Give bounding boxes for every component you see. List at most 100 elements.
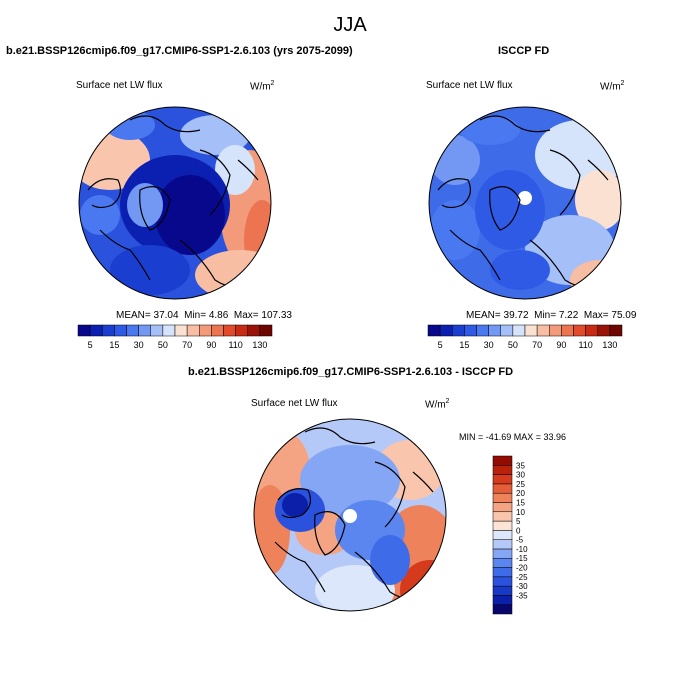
model-colorbar-swatch [211,324,224,337]
model-colorbar-swatch [199,324,212,337]
obs-colorbar-swatch [573,324,586,337]
diff-colorbar-swatch [492,502,513,513]
model-colorbar-swatch [174,324,188,337]
obs-colorbar-tick-label: 50 [508,340,518,350]
model-colorbar-swatch [247,324,261,337]
obs-colorbar-tick-label: 70 [532,340,542,350]
model-colorbar-tick-label: 90 [206,340,216,350]
obs-colorbar-tick-label: 5 [438,340,443,350]
model-colorbar-swatch [150,324,164,337]
obs-colorbar-swatch [524,324,538,337]
model-stats: MEAN= 37.04 Min= 4.86 Max= 107.33 [116,310,292,321]
diff-units-label: W/m2 [425,398,450,411]
obs-units-label: W/m2 [600,80,625,93]
model-polar-map [78,106,272,300]
obs-colorbar-swatch [464,324,477,337]
model-colorbar-tick-label: 50 [158,340,168,350]
obs-colorbar-swatch [488,324,501,337]
diff-colorbar-tick-label: -20 [516,564,528,573]
obs-colorbar-tick-label: 30 [484,340,494,350]
model-colorbar-swatch [126,324,139,337]
diff-field-label: Surface net LW flux [251,398,338,409]
model-field-label: Surface net LW flux [76,80,163,91]
model-colorbar-tick-label: 30 [134,340,144,350]
diff-colorbar-swatch [492,576,513,587]
obs-panel-title: ISCCP FD [498,45,550,57]
diff-panel-title: b.e21.BSSP126cmip6.f09_g17.CMIP6-SSP1-2.… [188,366,514,378]
diff-colorbar-tick-label: -5 [516,536,524,545]
diff-colorbar-tick-label: 35 [516,461,525,470]
obs-colorbar-swatch [452,324,465,337]
diff-colorbar-tick-label: 25 [516,480,525,489]
diff-colorbar-swatch [492,520,513,531]
model-units-label: W/m2 [250,80,275,93]
diff-colorbar-tick-label: 10 [516,508,525,517]
diff-colorbar-tick-label: -10 [516,545,528,554]
model-colorbar-tick-label: 110 [228,340,242,350]
model-colorbar: 5 15 30 50 70 90 110 130 [77,324,273,350]
diff-stats: MIN = -41.69 MAX = 33.96 [459,432,567,442]
diff-missing-pole [343,509,357,523]
obs-colorbar-swatch [609,324,623,337]
diff-colorbar-swatch [492,455,513,466]
obs-field-label: Surface net LW flux [426,80,513,91]
model-panel-title: b.e21.BSSP126cmip6.f09_g17.CMIP6-SSP1-2.… [6,45,353,57]
obs-colorbar-swatch [439,324,453,337]
obs-colorbar-swatch [549,324,562,337]
model-colorbar-swatch [114,324,127,337]
diff-colorbar-swatch [492,483,513,494]
diff-colorbar-tick-label: 0 [516,526,521,535]
diff-colorbar-tick-label: -15 [516,554,528,563]
obs-polar-map [428,106,622,300]
obs-colorbar-tick-label: 90 [556,340,566,350]
diff-colorbar-tick-label: 30 [516,471,525,480]
model-colorbar-swatch [186,324,200,337]
model-colorbar-tick-label: 5 [88,340,93,350]
model-colorbar-swatch [235,324,248,337]
obs-colorbar: 5 15 30 50 70 90 110 130 [427,324,623,350]
obs-colorbar-swatch [512,324,526,337]
diff-colorbar-tick-label: -30 [516,582,528,591]
diff-colorbar-tick-label: -35 [516,591,528,600]
obs-colorbar-swatch [476,324,489,337]
model-colorbar-swatch [89,324,103,337]
diff-colorbar-swatch [492,548,513,559]
diff-colorbar-swatch [492,567,513,578]
model-colorbar-swatch [77,324,91,337]
diff-colorbar-swatch [492,465,513,475]
model-colorbar-tick-label: 15 [109,340,119,350]
diff-colorbar-tick-label: 5 [516,517,521,526]
obs-colorbar-swatch [536,324,550,337]
season-title: JJA [333,14,367,36]
diff-colorbar-tick-label: 15 [516,498,525,507]
diff-colorbar-swatch [492,492,513,503]
diff-colorbar-swatch [492,539,513,550]
diff-colorbar-swatch [492,585,513,596]
model-colorbar-tick-label: 130 [252,340,267,350]
diff-colorbar-tick-label: 20 [516,489,525,498]
model-colorbar-swatch [102,324,115,337]
diff-colorbar-swatch [492,474,513,485]
obs-colorbar-swatch [585,324,598,337]
obs-colorbar-swatch [561,324,574,337]
obs-colorbar-tick-label: 130 [602,340,617,350]
model-colorbar-swatch [223,324,236,337]
obs-colorbar-tick-label: 110 [578,340,592,350]
diff-polar-map [253,418,447,612]
diff-colorbar-swatch [492,530,513,540]
diff-colorbar-tick-label: -25 [516,573,528,582]
diff-colorbar-swatch [492,604,513,615]
model-colorbar-swatch [162,324,176,337]
diff-colorbar-swatch [492,511,513,522]
model-colorbar-tick-label: 70 [182,340,192,350]
obs-colorbar-swatch [500,324,514,337]
obs-colorbar-tick-label: 15 [459,340,469,350]
obs-colorbar-swatch [427,324,441,337]
obs-stats: MEAN= 39.72 Min= 7.22 Max= 75.09 [466,310,637,321]
obs-missing-pole [518,191,532,205]
diff-colorbar-swatch [492,595,513,605]
model-colorbar-swatch [138,324,151,337]
model-colorbar-swatch [259,324,273,337]
